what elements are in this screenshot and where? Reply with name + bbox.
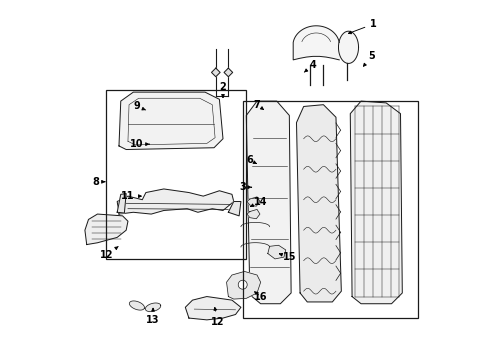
- Text: 12: 12: [210, 307, 224, 327]
- Polygon shape: [246, 197, 260, 206]
- Text: 4: 4: [304, 60, 315, 72]
- Text: 11: 11: [121, 191, 141, 201]
- Polygon shape: [224, 68, 232, 77]
- Polygon shape: [117, 189, 233, 214]
- Text: 13: 13: [146, 308, 160, 325]
- Ellipse shape: [238, 280, 247, 289]
- Polygon shape: [145, 303, 161, 312]
- Polygon shape: [338, 31, 358, 63]
- Polygon shape: [226, 271, 260, 299]
- Text: 9: 9: [133, 102, 145, 112]
- Polygon shape: [267, 245, 285, 259]
- Polygon shape: [85, 214, 128, 244]
- Text: 14: 14: [250, 197, 267, 207]
- Text: 15: 15: [279, 252, 295, 262]
- Polygon shape: [129, 301, 144, 310]
- Text: 12: 12: [100, 247, 118, 260]
- Text: 16: 16: [253, 292, 267, 302]
- Text: 7: 7: [253, 100, 263, 110]
- Text: 5: 5: [363, 51, 374, 66]
- Polygon shape: [246, 210, 260, 219]
- Polygon shape: [296, 105, 341, 302]
- Polygon shape: [246, 101, 290, 304]
- Text: 3: 3: [239, 182, 251, 192]
- Polygon shape: [349, 101, 402, 304]
- Bar: [242, 101, 418, 318]
- Text: 10: 10: [130, 139, 149, 149]
- Polygon shape: [117, 194, 126, 213]
- Text: 1: 1: [348, 19, 376, 34]
- Text: 2: 2: [219, 82, 226, 98]
- Text: 6: 6: [246, 155, 256, 165]
- Polygon shape: [228, 202, 241, 216]
- Bar: [106, 90, 246, 259]
- Polygon shape: [211, 68, 220, 77]
- Polygon shape: [293, 26, 339, 60]
- Text: 8: 8: [92, 177, 104, 187]
- Polygon shape: [119, 92, 223, 149]
- Polygon shape: [185, 297, 241, 320]
